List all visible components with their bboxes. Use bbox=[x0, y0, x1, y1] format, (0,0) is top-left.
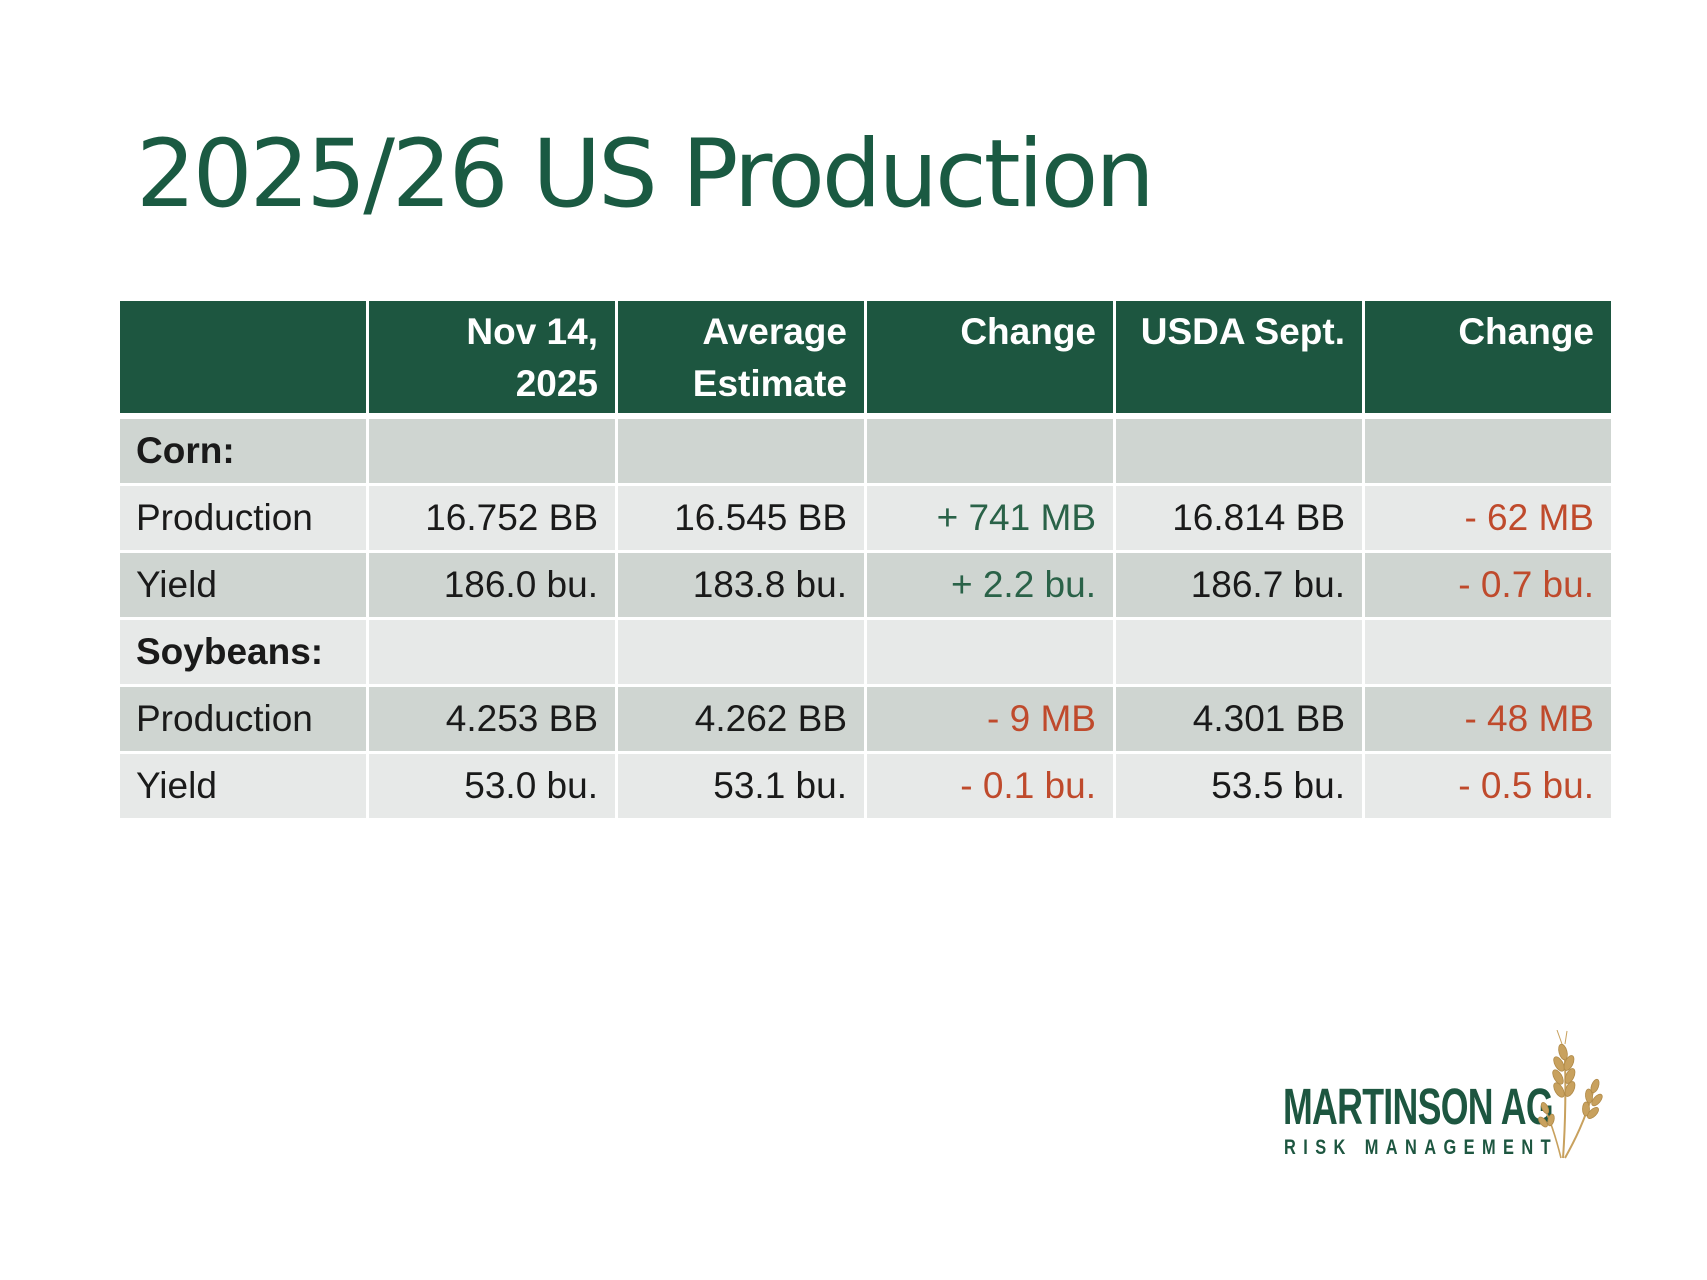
table-row-soybeans-production: Production 4.253 BB 4.262 BB - 9 MB 4.30… bbox=[120, 687, 1611, 751]
row-label: Production bbox=[120, 486, 366, 550]
table-header-row: Nov 14, 2025 Average Estimate Change USD… bbox=[120, 301, 1611, 413]
cell-usda-sept: 16.814 BB bbox=[1116, 486, 1362, 550]
page-title: 2025/26 US Production bbox=[136, 120, 1155, 229]
table-row-soybeans-yield: Yield 53.0 bu. 53.1 bu. - 0.1 bu. 53.5 b… bbox=[120, 754, 1611, 818]
header-average-estimate: Average Estimate bbox=[618, 301, 864, 413]
table-cell bbox=[1116, 419, 1362, 483]
header-nov-14-label: Nov 14, 2025 bbox=[466, 311, 598, 404]
table-cell bbox=[867, 419, 1113, 483]
row-label: Yield bbox=[120, 754, 366, 818]
header-change-vs-usda: Change bbox=[1365, 301, 1611, 413]
section-label-corn: Corn: bbox=[120, 419, 366, 483]
logo-name: MARTINSON AG bbox=[1283, 1078, 1554, 1135]
section-row-corn: Corn: bbox=[120, 419, 1611, 483]
header-average-estimate-label: Average Estimate bbox=[692, 311, 847, 404]
cell-nov14: 4.253 BB bbox=[369, 687, 615, 751]
cell-change-vs-avg: - 9 MB bbox=[867, 687, 1113, 751]
table-cell bbox=[618, 620, 864, 684]
cell-usda-sept: 4.301 BB bbox=[1116, 687, 1362, 751]
header-blank bbox=[120, 301, 366, 413]
section-row-soybeans: Soybeans: bbox=[120, 620, 1611, 684]
row-label: Production bbox=[120, 687, 366, 751]
cell-change-vs-usda: - 48 MB bbox=[1365, 687, 1611, 751]
table-cell bbox=[369, 419, 615, 483]
table-row-corn-production: Production 16.752 BB 16.545 BB + 741 MB … bbox=[120, 486, 1611, 550]
row-label: Yield bbox=[120, 553, 366, 617]
cell-avg-estimate: 4.262 BB bbox=[618, 687, 864, 751]
cell-change-vs-usda: - 0.5 bu. bbox=[1365, 754, 1611, 818]
cell-change-vs-avg: + 741 MB bbox=[867, 486, 1113, 550]
table-cell bbox=[1116, 620, 1362, 684]
company-logo: MARTINSON AG RISK MANAGEMENT bbox=[1283, 1030, 1603, 1160]
cell-change-vs-usda: - 62 MB bbox=[1365, 486, 1611, 550]
cell-change-vs-avg: + 2.2 bu. bbox=[867, 553, 1113, 617]
table-cell bbox=[618, 419, 864, 483]
cell-nov14: 53.0 bu. bbox=[369, 754, 615, 818]
table-cell bbox=[369, 620, 615, 684]
production-table: Nov 14, 2025 Average Estimate Change USD… bbox=[117, 298, 1614, 821]
header-nov-14: Nov 14, 2025 bbox=[369, 301, 615, 413]
table-cell bbox=[1365, 620, 1611, 684]
logo-tagline: RISK MANAGEMENT bbox=[1284, 1136, 1559, 1159]
cell-change-vs-avg: - 0.1 bu. bbox=[867, 754, 1113, 818]
cell-nov14: 186.0 bu. bbox=[369, 553, 615, 617]
table-cell bbox=[1365, 419, 1611, 483]
cell-usda-sept: 186.7 bu. bbox=[1116, 553, 1362, 617]
cell-avg-estimate: 183.8 bu. bbox=[618, 553, 864, 617]
table-row-corn-yield: Yield 186.0 bu. 183.8 bu. + 2.2 bu. 186.… bbox=[120, 553, 1611, 617]
header-change-vs-avg: Change bbox=[867, 301, 1113, 413]
header-usda-sept: USDA Sept. bbox=[1116, 301, 1362, 413]
wheat-icon bbox=[1538, 1030, 1603, 1159]
cell-avg-estimate: 16.545 BB bbox=[618, 486, 864, 550]
cell-change-vs-usda: - 0.7 bu. bbox=[1365, 553, 1611, 617]
section-label-soybeans: Soybeans: bbox=[120, 620, 366, 684]
cell-nov14: 16.752 BB bbox=[369, 486, 615, 550]
cell-avg-estimate: 53.1 bu. bbox=[618, 754, 864, 818]
table-cell bbox=[867, 620, 1113, 684]
cell-usda-sept: 53.5 bu. bbox=[1116, 754, 1362, 818]
